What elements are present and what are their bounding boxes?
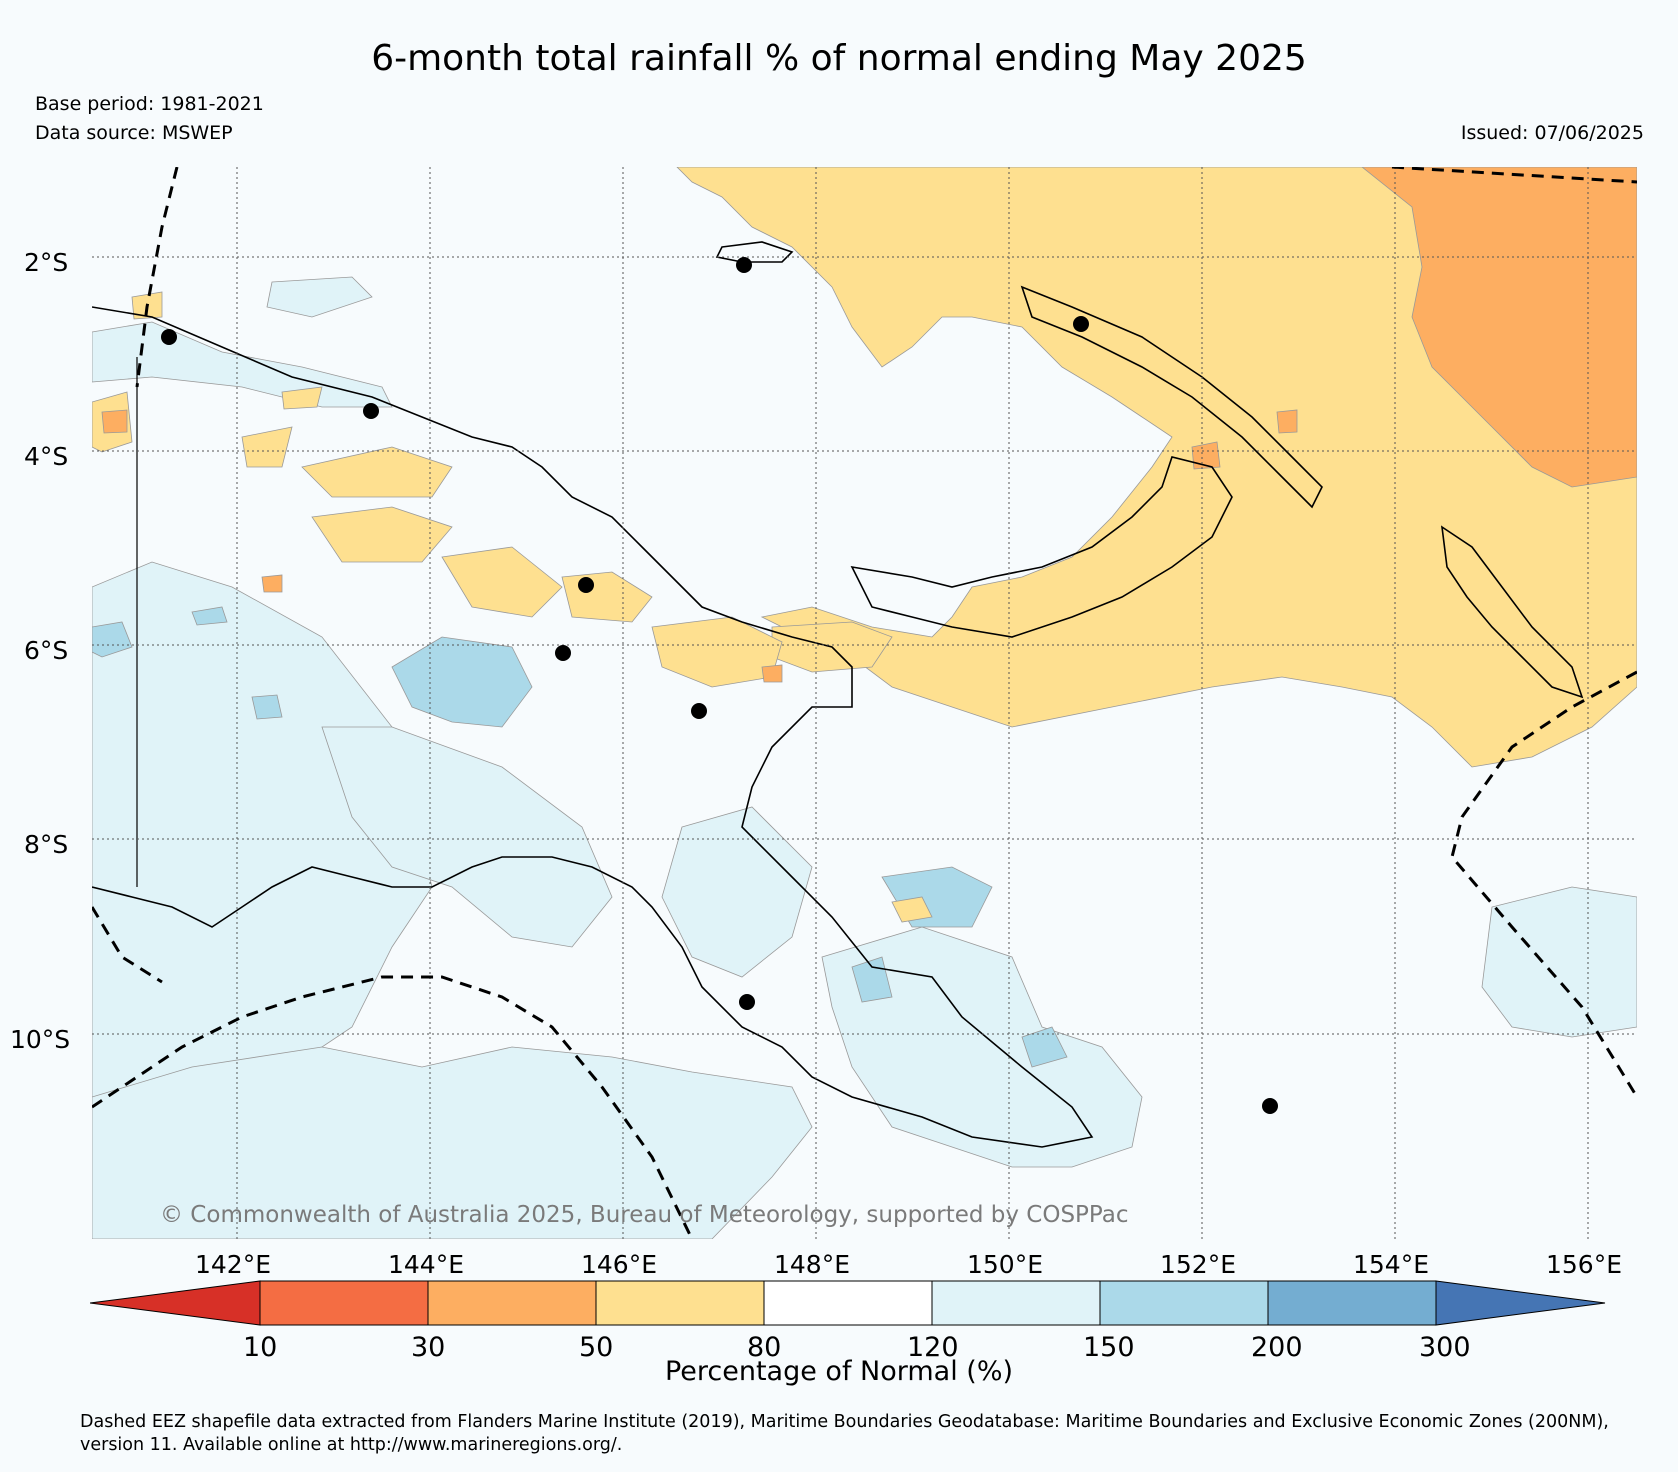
- lat-tick-2s: 2°S: [24, 248, 69, 277]
- colorbar-tick-120: 120: [907, 1332, 959, 1363]
- lon-tick-144e: 144°E: [388, 1250, 465, 1279]
- graticule: [92, 167, 1637, 1239]
- base-period: Base period: 1981-2021: [35, 93, 264, 115]
- footnote: Dashed EEZ shapefile data extracted from…: [80, 1412, 1609, 1455]
- colorbar-bin-10-30: [259, 1280, 429, 1326]
- colorbar-tick-300: 300: [1419, 1332, 1471, 1363]
- lon-tick-146e: 146°E: [581, 1250, 658, 1279]
- city-marker: [739, 994, 755, 1010]
- new-ireland-coast: [1020, 285, 1323, 509]
- city-markers: [161, 257, 1278, 1114]
- lat-tick-8s: 8°S: [24, 830, 69, 859]
- map-title: 6-month total rainfall % of normal endin…: [371, 38, 1307, 79]
- lon-tick-150e: 150°E: [967, 1250, 1044, 1279]
- colorbar-tick-50: 50: [579, 1332, 614, 1363]
- data-source: Data source: MSWEP: [35, 122, 233, 144]
- city-marker: [578, 577, 594, 593]
- new-guinea-coast: [92, 306, 1094, 1148]
- coastlines: [92, 241, 1584, 1148]
- colorbar-tick-80: 80: [747, 1332, 782, 1363]
- colorbar-bin-120-150: [931, 1280, 1101, 1326]
- rainfall-well-below-normal-areas: [101, 167, 1637, 683]
- rainfall-below-normal-areas: [92, 167, 1637, 923]
- city-marker: [555, 645, 571, 661]
- colorbar-tick-200: 200: [1251, 1332, 1303, 1363]
- colorbar-label: Percentage of Normal (%): [664, 1356, 1014, 1387]
- issued-date: Issued: 07/06/2025: [1460, 122, 1644, 144]
- city-marker: [736, 257, 752, 273]
- colorbar-bin-30-50: [427, 1280, 597, 1326]
- lon-tick-154e: 154°E: [1353, 1250, 1430, 1279]
- colorbar-bin-200-300: [1267, 1280, 1437, 1326]
- colorbar-tick-30: 30: [411, 1332, 446, 1363]
- colorbar: [90, 1280, 1606, 1326]
- colorbar-bin-lt10: [90, 1280, 261, 1326]
- lon-tick-142e: 142°E: [195, 1250, 272, 1279]
- colorbar-bin-gt300: [1435, 1280, 1606, 1326]
- copyright-credit: © Commonwealth of Australia 2025, Bureau…: [160, 1202, 1129, 1228]
- colorbar-bin-80-120: [763, 1280, 933, 1326]
- lat-tick-4s: 4°S: [24, 442, 69, 471]
- new-britain-coast: [850, 456, 1233, 638]
- city-marker: [691, 703, 707, 719]
- lat-tick-6s: 6°S: [24, 636, 69, 665]
- rainfall-map: [92, 167, 1637, 1239]
- city-marker: [1262, 1098, 1278, 1114]
- lon-tick-148e: 148°E: [774, 1250, 851, 1279]
- city-marker: [161, 329, 177, 345]
- lat-tick-10s: 10°S: [10, 1025, 71, 1054]
- eez-boundaries: [92, 167, 1637, 1239]
- colorbar-tick-10: 10: [243, 1332, 278, 1363]
- colorbar-bin-50-80: [595, 1280, 765, 1326]
- city-marker: [1073, 316, 1089, 332]
- colorbar-tick-150: 150: [1083, 1332, 1135, 1363]
- city-marker: [363, 403, 379, 419]
- lon-tick-152e: 152°E: [1160, 1250, 1237, 1279]
- colorbar-bin-150-200: [1099, 1280, 1269, 1326]
- lon-tick-156e: 156°E: [1546, 1250, 1623, 1279]
- bougainville-coast: [1440, 525, 1584, 699]
